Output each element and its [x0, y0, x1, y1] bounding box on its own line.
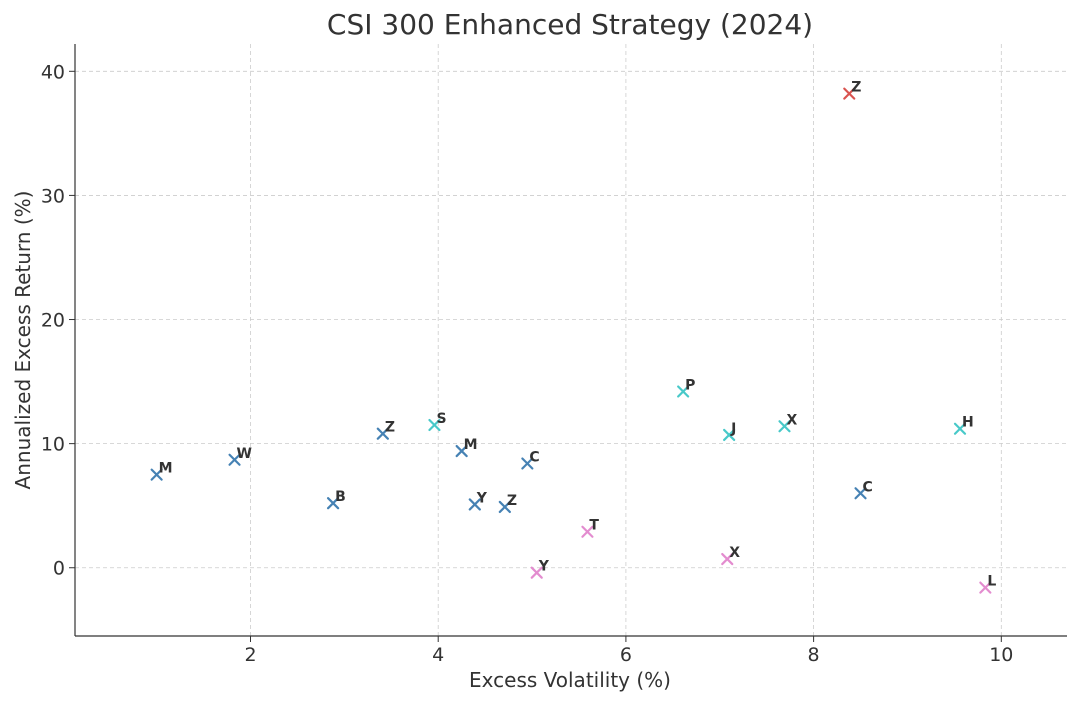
point-label: X — [787, 412, 798, 428]
marker-stroke — [428, 418, 441, 432]
data-point: Z — [498, 493, 517, 514]
marker-stroke — [376, 427, 389, 440]
marker-stroke — [521, 457, 534, 470]
data-point: Z — [376, 420, 395, 440]
data-point: L — [979, 574, 996, 594]
point-label: Y — [538, 559, 550, 575]
y-tick-label: 40 — [41, 61, 65, 83]
chart-title: CSI 300 Enhanced Strategy (2024) — [327, 8, 813, 41]
marker-stroke — [455, 444, 468, 458]
data-point: C — [521, 449, 540, 470]
marker-stroke — [498, 500, 511, 514]
data-point: P — [677, 378, 695, 398]
point-label: C — [529, 449, 539, 465]
data-point: T — [581, 518, 599, 538]
y-tick-label: 0 — [53, 558, 65, 580]
marker-stroke — [953, 422, 967, 435]
marker-stroke — [677, 385, 690, 398]
x-tick-label: 2 — [244, 644, 256, 666]
data-point: Z — [843, 80, 861, 100]
point-label: M — [159, 461, 173, 477]
data-point: C — [854, 479, 873, 500]
point-label: H — [962, 415, 974, 431]
marker-stroke — [581, 525, 594, 538]
data-point: M — [455, 437, 478, 458]
y-tick-label: 20 — [41, 310, 65, 332]
data-point: H — [953, 415, 974, 435]
point-label: Y — [476, 490, 488, 506]
marker-stroke — [326, 497, 340, 510]
x-tick-label: 8 — [808, 644, 820, 666]
y-axis-label: Annualized Excess Return (%) — [11, 191, 35, 490]
marker-stroke — [723, 428, 736, 442]
marker-stroke — [530, 566, 543, 579]
axes: 2 4 6 8 10 0 10 20 30 40 — [41, 44, 1067, 666]
marker-stroke — [778, 420, 791, 433]
point-label: B — [335, 489, 346, 505]
data-point: J — [723, 421, 736, 442]
point-label: L — [987, 574, 996, 590]
point-label: Z — [507, 493, 517, 509]
marker-stroke — [468, 498, 481, 511]
data-points: M W B Z S M Y Z C Y T P X J X Z C H L — [150, 80, 996, 594]
point-label: Z — [851, 80, 861, 96]
point-label: S — [436, 411, 446, 427]
data-point: Y — [468, 490, 488, 511]
point-label: T — [589, 518, 599, 534]
marker-stroke — [721, 552, 734, 566]
point-label: X — [729, 545, 740, 561]
y-tick-label: 30 — [41, 185, 65, 207]
data-point: X — [778, 412, 798, 433]
x-tick-label: 4 — [432, 644, 444, 666]
point-label: J — [730, 421, 736, 437]
point-label: P — [685, 378, 695, 394]
x-tick-label: 6 — [620, 644, 632, 666]
data-point: W — [228, 446, 252, 466]
marker-stroke — [228, 453, 241, 466]
data-point: B — [326, 489, 346, 510]
x-axis-label: Excess Volatility (%) — [469, 668, 671, 692]
point-label: C — [863, 479, 873, 495]
grid — [75, 44, 1067, 636]
marker-stroke — [150, 468, 163, 481]
marker-stroke — [854, 487, 867, 500]
data-point: Y — [530, 559, 550, 579]
point-label: Z — [385, 420, 395, 436]
marker-stroke — [843, 87, 856, 100]
data-point: X — [721, 545, 740, 566]
data-point: M — [150, 461, 173, 481]
point-label: M — [464, 437, 478, 453]
marker-stroke — [979, 581, 992, 594]
data-point: S — [428, 411, 447, 432]
y-tick-label: 10 — [41, 434, 65, 456]
x-tick-label: 10 — [989, 644, 1013, 666]
point-label: W — [237, 446, 252, 462]
